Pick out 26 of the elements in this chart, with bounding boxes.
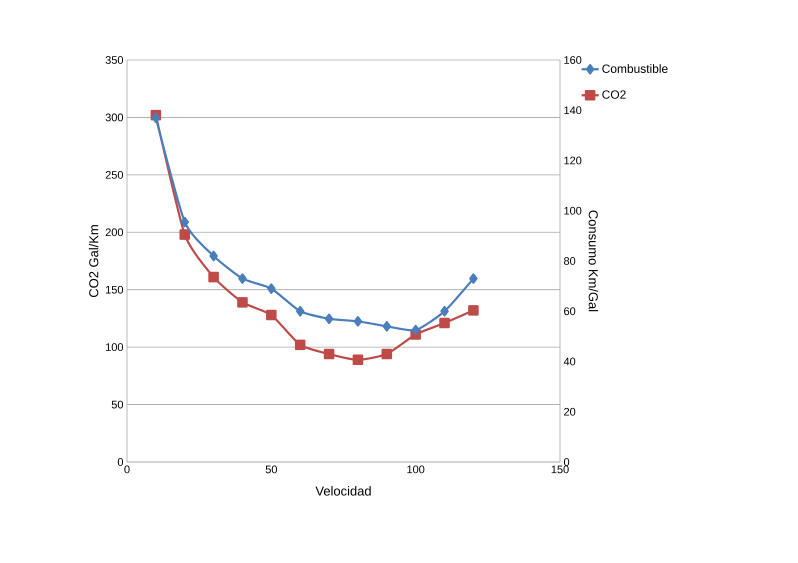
x-tick-label: 50 — [266, 466, 277, 474]
y-tick-label: 200 — [106, 228, 124, 236]
y2-axis-title: Consumo Km/Gal — [588, 210, 598, 312]
y2-tick-label: 20 — [564, 408, 576, 416]
y2-tick-label: 100 — [564, 206, 582, 215]
y-tick-label: 100 — [106, 343, 124, 352]
y2-tick-label: 0 — [564, 458, 570, 466]
x-axis-title: Velocidad — [315, 486, 371, 496]
legend-label: CO2 — [602, 90, 626, 99]
y-tick-label: 250 — [106, 170, 124, 179]
x-tick-label: 100 — [407, 466, 424, 474]
y2-tick-label: 160 — [564, 56, 582, 64]
legend-label: Combustible — [602, 64, 668, 73]
y-tick-label: 300 — [106, 114, 124, 122]
y2-tick-label: 140 — [564, 106, 582, 114]
y2-tick-label: 40 — [564, 358, 576, 366]
y-tick-label: 0 — [118, 458, 124, 466]
y-tick-label: 50 — [112, 400, 124, 408]
y2-tick-label: 80 — [564, 257, 576, 265]
y2-tick-label: 60 — [564, 307, 576, 316]
x-tick-label: 0 — [124, 466, 130, 474]
y-tick-label: 350 — [106, 56, 124, 64]
y-axis-title: CO2 Gal/Km — [88, 225, 98, 298]
y-tick-label: 150 — [106, 286, 124, 294]
y2-tick-label: 120 — [564, 156, 582, 164]
x-tick-label: 150 — [552, 466, 569, 474]
